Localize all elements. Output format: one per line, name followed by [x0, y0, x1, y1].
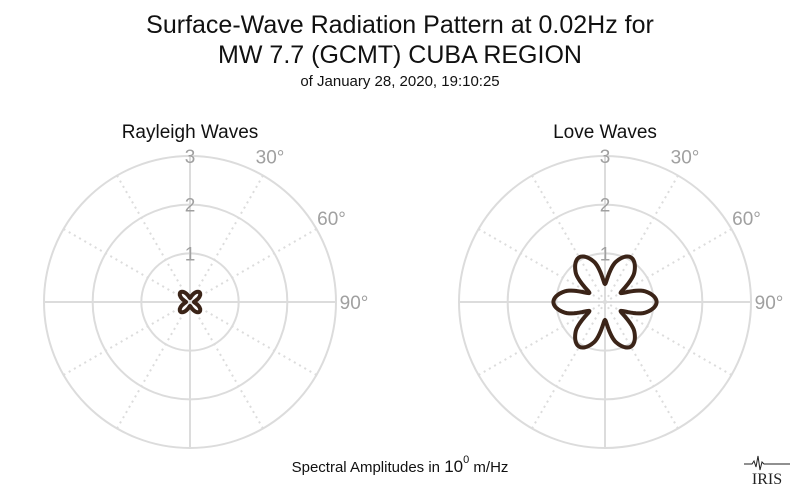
rayleigh-spoke-120	[189, 301, 317, 376]
caption-prefix: Spectral Amplitudes in	[291, 459, 441, 476]
caption-exponent: 0	[463, 454, 470, 466]
love-spoke-30	[604, 175, 679, 303]
iris-logo: IRIS	[744, 455, 790, 488]
love-panel-title: Love Waves	[553, 122, 657, 143]
rayleigh-spoke-30	[189, 175, 264, 303]
rayleigh-spoke-330	[116, 175, 191, 303]
chart-title-line-2: MW 7.7 (GCMT) CUBA REGION	[218, 41, 582, 69]
love-radial-tick-2: 2	[600, 196, 611, 217]
title-block: Surface-Wave Radiation Pattern at 0.02Hz…	[0, 10, 800, 92]
love-spoke-240	[478, 301, 606, 376]
rayleigh-angle-tick-90: 90°	[340, 293, 369, 314]
love-radial-tick-3: 3	[600, 147, 611, 168]
love-spoke-330	[531, 175, 606, 303]
rayleigh-panel-title: Rayleigh Waves	[122, 122, 259, 143]
rayleigh-radiation-curve	[177, 289, 203, 315]
love-radiation-curve	[551, 254, 659, 350]
caption-unit: m/Hz	[473, 459, 509, 476]
love-spoke-300	[478, 228, 606, 303]
love-spoke-120	[604, 301, 732, 376]
rayleigh-spoke-240	[63, 301, 191, 376]
chart-subtitle: of January 28, 2020, 19:10:25	[300, 73, 500, 90]
love-spoke-210	[531, 301, 606, 429]
rayleigh-radial-tick-2: 2	[185, 196, 196, 217]
caption-base: 10	[444, 457, 464, 476]
rayleigh-radial-tick-1: 1	[185, 244, 196, 265]
iris-logo-text: IRIS	[752, 471, 782, 488]
rayleigh-angle-tick-60: 60°	[317, 209, 346, 230]
love-angle-tick-30: 30°	[671, 148, 700, 169]
love-angle-tick-60: 60°	[732, 209, 761, 230]
rayleigh-spoke-150	[189, 301, 264, 429]
chart-title-line-1: Surface-Wave Radiation Pattern at 0.02Hz…	[146, 11, 654, 39]
rayleigh-spoke-210	[116, 301, 191, 429]
rayleigh-spoke-60	[189, 228, 317, 303]
love-spoke-60	[604, 228, 732, 303]
amplitude-units-caption: Spectral Amplitudes in 100 m/Hz	[0, 454, 800, 477]
love-angle-tick-90: 90°	[755, 293, 784, 314]
rayleigh-radial-tick-3: 3	[185, 147, 196, 168]
love-radial-tick-1: 1	[600, 244, 611, 265]
love-spoke-150	[604, 301, 679, 429]
rayleigh-angle-tick-30: 30°	[256, 148, 285, 169]
rayleigh-spoke-300	[63, 228, 191, 303]
